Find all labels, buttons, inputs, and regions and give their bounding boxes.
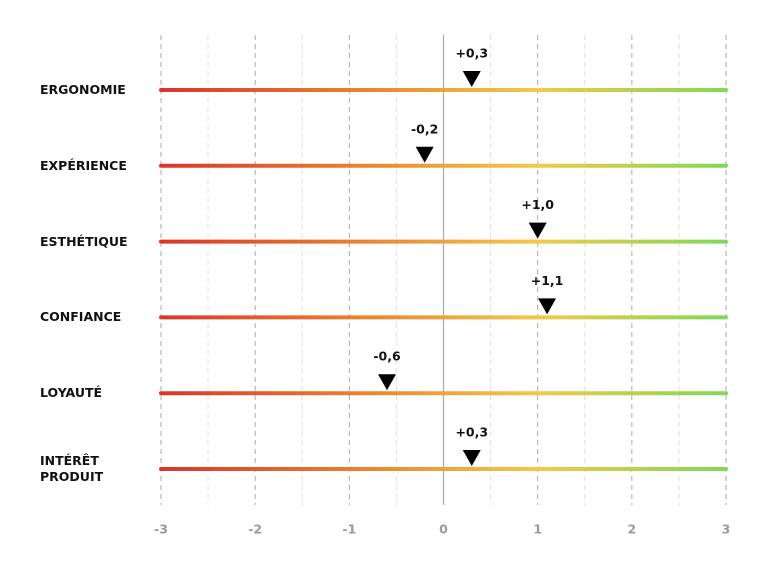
category-label: CONFIANCE — [40, 309, 122, 325]
x-tick-label: 0 — [439, 522, 448, 537]
value-marker — [462, 71, 481, 87]
value-label: +1,1 — [531, 273, 564, 288]
x-tick-label: -2 — [248, 522, 262, 537]
value-marker — [415, 146, 434, 163]
category-label: INTÉRÊT PRODUIT — [40, 453, 104, 484]
x-tick-label: 2 — [627, 522, 636, 537]
category-label: ERGONOMIE — [40, 82, 126, 97]
category-label: LOYAUTÉ — [40, 385, 103, 401]
value-label: +0,3 — [455, 46, 488, 61]
value-marker — [462, 450, 481, 466]
x-tick-label: 1 — [533, 522, 542, 537]
x-tick-label: -3 — [154, 522, 168, 537]
value-label: +1,0 — [521, 197, 554, 212]
category-label: ESTHÉTIQUE — [40, 233, 128, 249]
category-label: EXPÉRIENCE — [40, 157, 127, 173]
value-label: -0,6 — [373, 349, 401, 364]
value-label: +0,3 — [455, 425, 488, 440]
value-label: -0,2 — [411, 121, 438, 136]
value-marker — [528, 222, 547, 239]
value-marker — [538, 298, 557, 315]
x-tick-label: 3 — [722, 522, 731, 537]
value-marker — [378, 374, 396, 391]
x-tick-label: -1 — [342, 522, 356, 537]
